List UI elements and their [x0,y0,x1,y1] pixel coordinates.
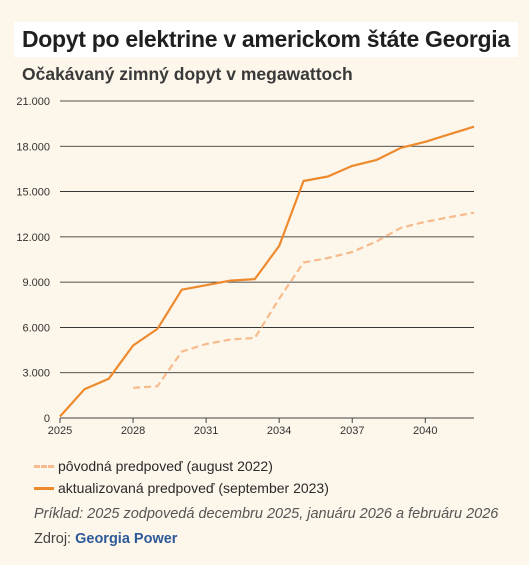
x-tick-label: 2031 [194,425,218,437]
x-tick-label: 2034 [267,425,291,437]
y-tick-label: 6.000 [22,322,50,334]
x-tick-label: 2028 [121,425,145,437]
y-tick-label: 18.000 [16,141,50,153]
x-tick-label: 2040 [413,425,437,437]
footnote: Príklad: 2025 zodpovedá decembru 2025, j… [34,506,499,522]
legend-swatch-solid [34,486,54,490]
legend-label-updated: aktualizovaná predpoveď (september 2023) [58,480,329,496]
chart-title: Dopyt po elektrine v americkom štáte Geo… [22,26,510,52]
legend-item-updated: aktualizovaná predpoveď (september 2023) [34,477,329,499]
legend-item-original: pôvodná predpoveď (august 2022) [34,455,329,477]
line-chart: 0 3.000 6.000 9.000 12.000 15.000 18.000 21.000… [16,96,475,437]
legend: pôvodná predpoveď (august 2022) aktualiz… [34,455,329,499]
y-tick-label: 9.000 [22,277,50,289]
series-line-original [133,211,475,389]
y-tick-label: 0 [44,413,50,425]
x-tick-label: 2025 [48,425,72,437]
source-name: Georgia Power [75,531,178,547]
title-box: Dopyt po elektrine v americkom štáte Geo… [14,22,518,57]
x-tick-label: 2037 [340,425,364,437]
y-tick-label: 3.000 [22,368,50,380]
source: Zdroj: Georgia Power [34,531,177,547]
chart-subtitle: Očakávaný zimný dopyt v megawattoch [22,64,353,84]
legend-swatch-dashed [34,464,54,468]
legend-label-original: pôvodná predpoveď (august 2022) [58,458,273,474]
y-tick-label: 12.000 [16,232,50,244]
series-line-updated [59,125,475,418]
y-tick-label: 21.000 [16,96,50,108]
y-tick-label: 15.000 [16,187,50,199]
source-label: Zdroj: [34,531,72,547]
